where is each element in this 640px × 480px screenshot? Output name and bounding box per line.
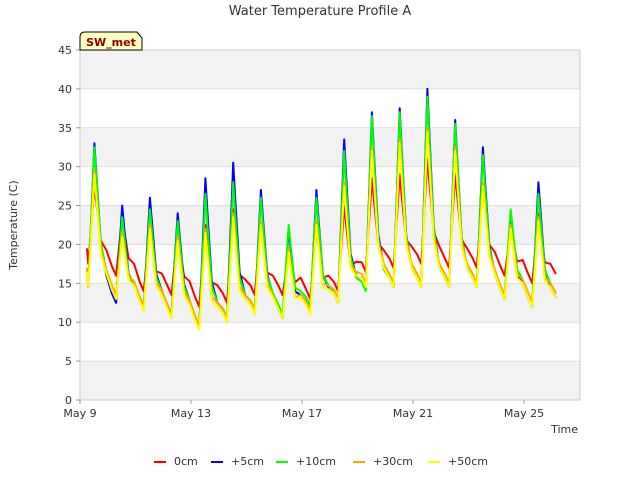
- legend-label: +30cm: [373, 455, 413, 468]
- grid-band: [80, 205, 580, 245]
- legend-label: +10cm: [296, 455, 336, 468]
- x-axis-label: Time: [550, 423, 578, 436]
- station-badge-shape: [79, 31, 143, 51]
- y-tick-label: 45: [58, 44, 72, 57]
- y-tick-label: 5: [65, 355, 72, 368]
- y-tick-label: 20: [58, 238, 72, 251]
- grid-bands: [80, 49, 580, 401]
- series-lines: [85, 87, 557, 331]
- legend-label: +50cm: [448, 455, 488, 468]
- y-tick-label: 40: [58, 83, 72, 96]
- grid-band: [80, 361, 580, 400]
- plot-area-border: [79, 49, 581, 401]
- legend-label: +5cm: [231, 455, 264, 468]
- chart-title: Water Temperature Profile A: [229, 4, 412, 19]
- grid-band: [80, 127, 580, 167]
- x-tick-label: May 17: [282, 407, 322, 420]
- x-tick-label: May 21: [393, 407, 433, 420]
- y-tick-label: 25: [58, 200, 72, 213]
- y-tick-label: 15: [58, 277, 72, 290]
- x-tick-label: May 9: [63, 407, 96, 420]
- y-tick-label: 30: [58, 161, 72, 174]
- y-axis-ticks: 0 5 10 15 20 25 30 35 40 45: [58, 44, 80, 407]
- y-tick-label: 35: [58, 122, 72, 135]
- grid-band: [80, 50, 580, 89]
- legend-label: 0cm: [174, 455, 198, 468]
- station-badge-label: SW_met: [86, 36, 136, 49]
- y-tick-label: 0: [65, 394, 72, 407]
- x-axis-ticks: May 9 May 13 May 17 May 21 May 25: [63, 400, 544, 420]
- x-tick-label: May 13: [171, 407, 211, 420]
- legend: 0cm +5cm +10cm +30cm +50cm: [154, 455, 488, 468]
- y-tick-label: 10: [58, 316, 72, 329]
- y-axis-label: Temperature (C): [7, 180, 20, 270]
- station-badge: SW_met: [79, 31, 143, 51]
- series-line-+50cm: [85, 130, 557, 331]
- x-tick-label: May 25: [504, 407, 544, 420]
